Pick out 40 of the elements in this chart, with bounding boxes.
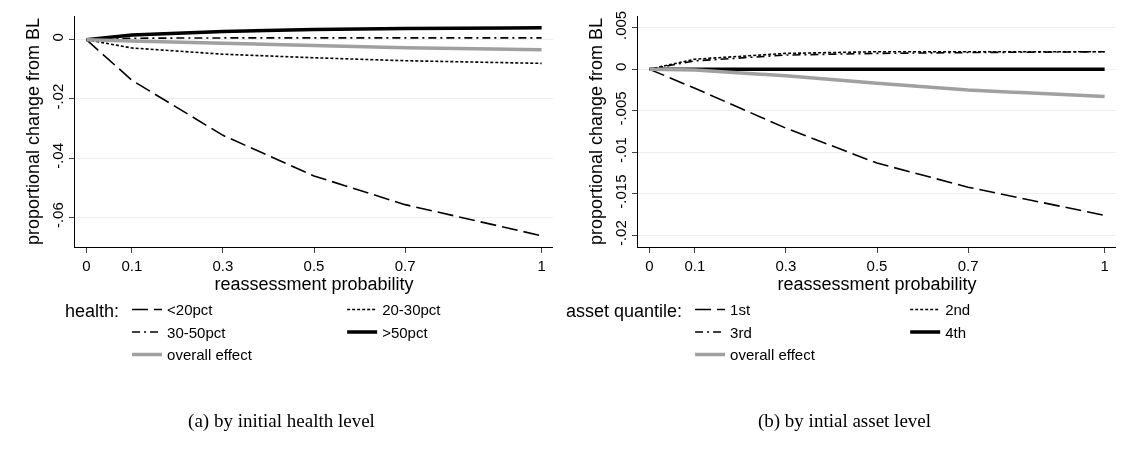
y-tick-label: .005 (612, 10, 629, 40)
text: (b) by intial asset level (757, 409, 932, 432)
legend-label: overall effect (730, 346, 816, 364)
x-tick-label: 0.3 (212, 257, 234, 274)
y-axis-title: proportional change from BL (586, 17, 607, 246)
y-tick-label: -.005 (612, 91, 629, 126)
x-tick-label: 0 (645, 257, 654, 274)
x-axis-title: reassessment probability (214, 274, 414, 295)
text: (a) by initial health level (188, 409, 375, 432)
y-tick-label: -.06 (49, 202, 66, 229)
legend-label: 1st (730, 301, 751, 319)
legend-label: 20-30pct (382, 301, 442, 319)
y-tick-label: -.015 (612, 174, 629, 209)
legend-label: >50pct (382, 323, 429, 341)
x-tick-label: 1 (537, 257, 546, 274)
y-tick-label: 0 (49, 33, 66, 42)
y-tick-label: -.04 (49, 142, 66, 169)
y-tick-label: -.02 (612, 220, 629, 247)
legend-title: health: (65, 300, 120, 321)
legend-title: asset quantile: (566, 300, 683, 321)
legend-label: 4th (945, 323, 967, 341)
x-tick-label: 0.7 (394, 257, 416, 274)
y-tick-label: -.02 (49, 83, 66, 110)
legend-label: overall effect (167, 346, 253, 364)
x-tick-label: 0.3 (775, 257, 797, 274)
x-tick-label: 0.5 (303, 257, 325, 274)
x-axis-title: reassessment probability (777, 274, 977, 295)
legend-label: <20pct (167, 301, 214, 319)
x-tick-label: 0.7 (957, 257, 979, 274)
legend-label: 3rd (730, 323, 752, 341)
x-tick-label: 0.5 (866, 257, 888, 274)
x-tick-label: 1 (1100, 257, 1109, 274)
x-tick-label: 0 (82, 257, 91, 274)
x-tick-label: 0.1 (684, 257, 706, 274)
y-tick-label: 0 (612, 62, 629, 72)
legend-label: 30-50pct (167, 323, 227, 341)
y-tick-label: -.01 (612, 137, 629, 163)
y-axis-title: proportional change from BL (23, 17, 44, 246)
legend-label: 2nd (945, 301, 971, 319)
x-tick-label: 0.1 (121, 257, 143, 274)
